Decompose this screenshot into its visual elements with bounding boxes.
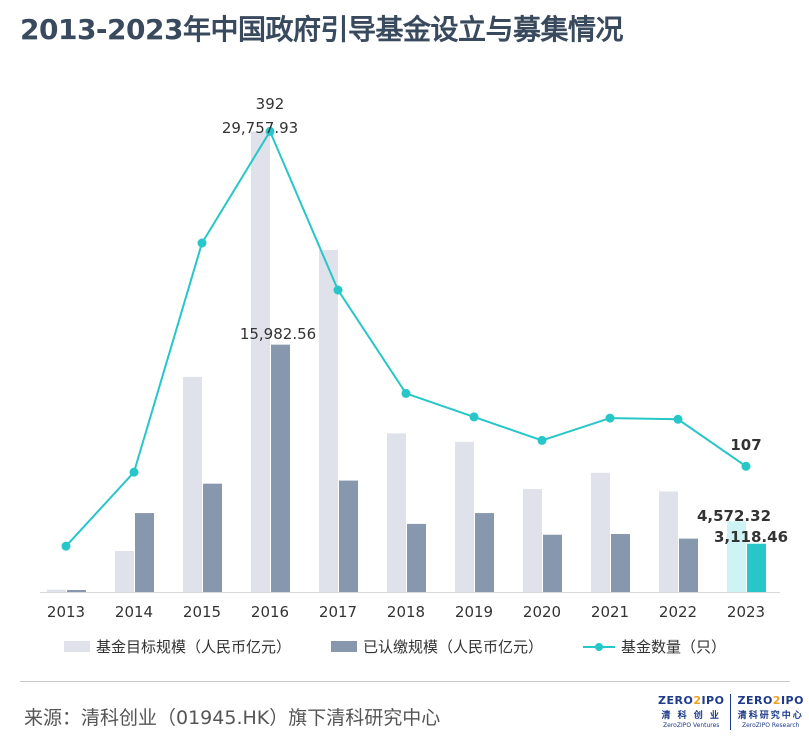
bar-paid-2023 xyxy=(747,543,766,592)
legend: 基金目标规模（人民币亿元） 已认缴规模（人民币亿元） 基金数量（只） xyxy=(64,636,794,657)
bar-paid-2019 xyxy=(475,513,494,592)
label-paid-2023: 3,118.46 xyxy=(714,528,788,546)
legend-item-paid: 已认缴规模（人民币亿元） xyxy=(331,636,543,657)
legend-label-paid: 已认缴规模（人民币亿元） xyxy=(363,638,544,656)
point-count-2014 xyxy=(129,467,139,477)
legend-item-target: 基金目标规模（人民币亿元） xyxy=(64,636,291,657)
bar-target-2019 xyxy=(455,441,474,592)
bar-paid-2020 xyxy=(543,534,562,592)
bar-target-2013 xyxy=(47,589,66,592)
label-target-2023: 4,572.32 xyxy=(697,507,771,525)
logo-zero2ipo-research: ZERO2IPO 清科研究中心 ZeroZIPO Research xyxy=(737,694,804,729)
x-tick-2021: 2021 xyxy=(591,603,629,621)
bar-target-2022 xyxy=(659,491,678,592)
bar-paid-2022 xyxy=(679,538,698,592)
x-tick-2022: 2022 xyxy=(659,603,697,621)
legend-swatch-count xyxy=(583,641,616,653)
label-paid-2016: 15,982.56 xyxy=(240,325,316,343)
x-tick-2023: 2023 xyxy=(727,603,765,621)
legend-swatch-target xyxy=(64,641,90,652)
label-target-2016: 29,757.93 xyxy=(222,119,298,137)
bar-paid-2018 xyxy=(407,523,426,592)
point-count-2016 xyxy=(265,126,275,136)
point-count-2021 xyxy=(605,413,615,423)
logo-zero2ipo-ventures: ZERO2IPO 清 科 创 业 ZeroZIPO Ventures xyxy=(658,694,725,729)
bar-paid-2017 xyxy=(339,480,358,592)
legend-item-count: 基金数量（只） xyxy=(583,636,726,657)
legend-swatch-paid xyxy=(331,641,358,652)
x-tick-2014: 2014 xyxy=(115,603,153,621)
x-tick-2013: 2013 xyxy=(47,603,85,621)
label-count-2023: 107 xyxy=(730,436,761,454)
chart-area: 2013 2014 2015 2016 2017 2018 2019 2020 2021 2022… xyxy=(40,95,788,621)
x-tick-2018: 2018 xyxy=(387,603,425,621)
chart-title: 2013-2023年中国政府引导基金设立与募集情况 xyxy=(20,13,623,46)
x-tick-2017: 2017 xyxy=(319,603,357,621)
bar-target-2014 xyxy=(115,550,134,592)
bar-paid-2013 xyxy=(67,589,86,592)
bar-paid-2014 xyxy=(135,513,154,592)
point-count-2019 xyxy=(469,412,479,422)
point-count-2022 xyxy=(673,414,683,424)
logos: ZERO2IPO 清 科 创 业 ZeroZIPO Ventures ZERO2… xyxy=(658,694,804,730)
source-note: 来源：清科创业（01945.HK）旗下清科研究中心 xyxy=(24,707,441,729)
bar-target-2016 xyxy=(251,131,270,593)
x-tick-2015: 2015 xyxy=(183,603,221,621)
logo-separator xyxy=(730,694,732,730)
legend-label-count: 基金数量（只） xyxy=(621,638,727,656)
point-count-2017 xyxy=(333,285,343,295)
point-count-2013 xyxy=(61,541,71,551)
point-count-2023 xyxy=(741,461,751,471)
bar-target-2020 xyxy=(523,489,542,592)
footer-divider xyxy=(20,681,790,682)
bar-target-2015 xyxy=(183,376,202,592)
x-tick-2016: 2016 xyxy=(251,603,289,621)
bar-target-2018 xyxy=(387,433,406,592)
bar-target-2023 xyxy=(727,521,746,592)
bar-paid-2016 xyxy=(271,344,290,592)
x-tick-2020: 2020 xyxy=(523,603,561,621)
label-count-2016: 392 xyxy=(256,95,285,113)
bar-paid-2015 xyxy=(203,483,222,592)
point-count-2015 xyxy=(197,238,207,248)
legend-label-target: 基金目标规模（人民币亿元） xyxy=(96,638,292,656)
x-tick-2019: 2019 xyxy=(455,603,493,621)
point-count-2018 xyxy=(401,388,411,398)
bar-paid-2021 xyxy=(611,533,630,592)
point-count-2020 xyxy=(537,435,547,445)
bar-target-2021 xyxy=(591,472,610,592)
bar-target-2017 xyxy=(319,249,338,592)
